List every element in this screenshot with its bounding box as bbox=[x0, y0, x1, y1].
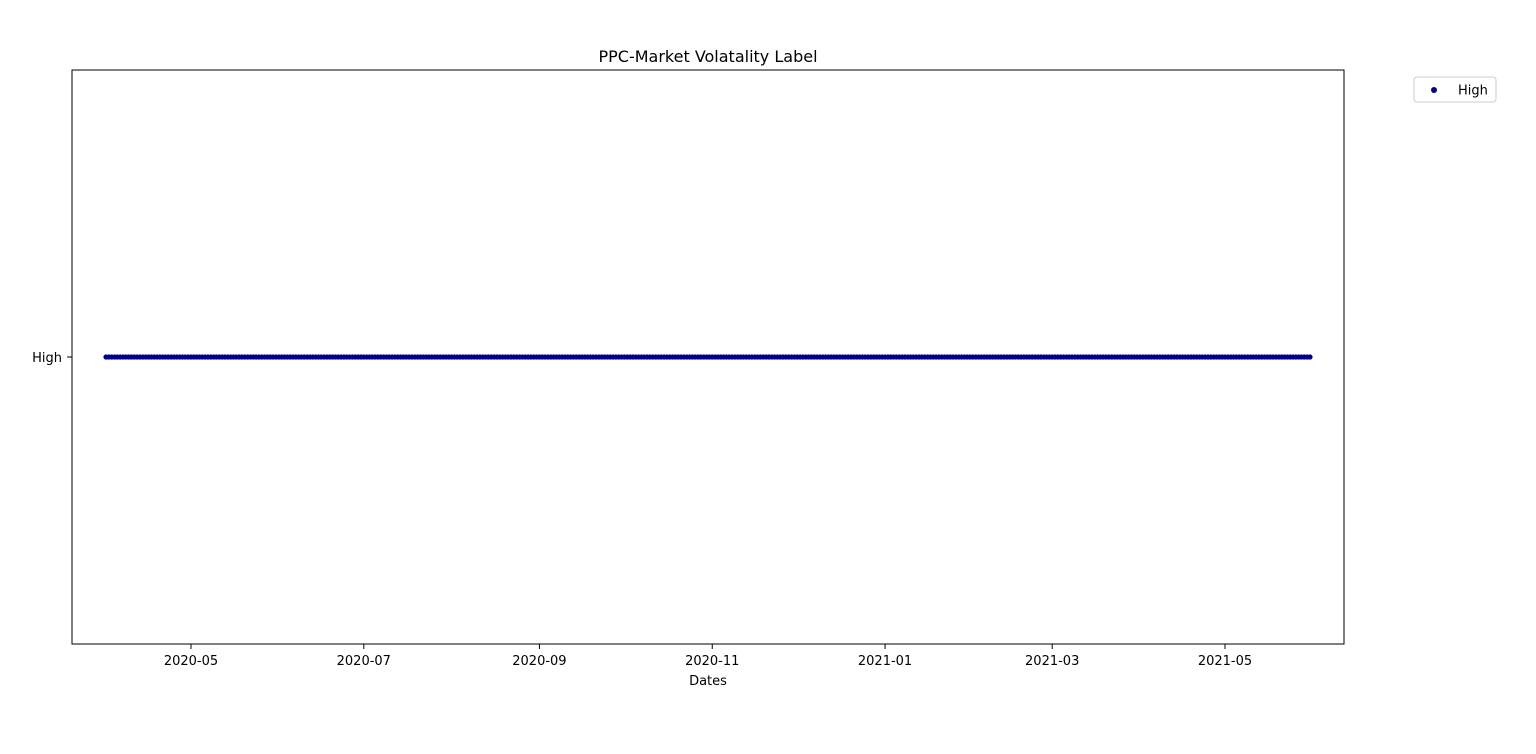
y-axis-ticks: High bbox=[32, 351, 72, 366]
x-tick-label: 2020-09 bbox=[512, 654, 566, 669]
chart-title: PPC-Market Volatality Label bbox=[598, 47, 817, 66]
x-tick-label: 2021-03 bbox=[1025, 654, 1079, 669]
legend-marker bbox=[1431, 87, 1437, 93]
x-tick-label: 2021-01 bbox=[858, 654, 912, 669]
legend-box bbox=[1413, 76, 1497, 103]
x-tick-label: 2020-05 bbox=[164, 654, 218, 669]
data-points bbox=[103, 354, 1313, 360]
x-tick-label: 2021-05 bbox=[1198, 654, 1252, 669]
x-axis-label: Dates bbox=[689, 674, 727, 689]
y-tick-label: High bbox=[32, 351, 62, 366]
x-tick-label: 2020-11 bbox=[685, 654, 739, 669]
x-axis-ticks: 2020-05 2020-07 2020-09 2020-11 2021-01 2021-… bbox=[164, 644, 1252, 669]
x-tick-label: 2020-07 bbox=[337, 654, 391, 669]
data-point bbox=[1307, 354, 1313, 360]
legend: High bbox=[1413, 76, 1497, 103]
legend-label: High bbox=[1458, 84, 1488, 99]
